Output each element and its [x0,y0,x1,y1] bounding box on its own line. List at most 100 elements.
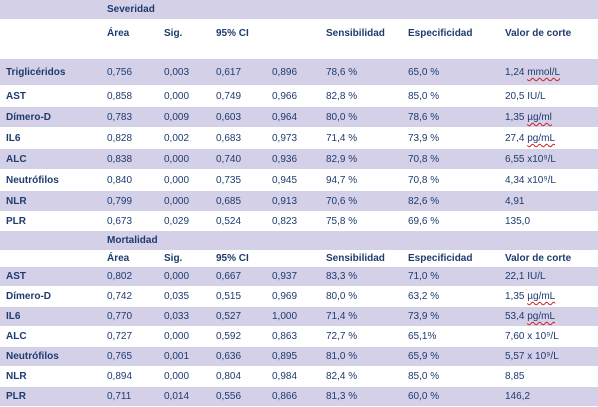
table-row: AST 0,858 0,000 0,749 0,966 82,8 % 85,0 % 20,5 … [0,86,598,107]
cell-spec: 85,0 % [408,91,440,102]
cell-cutoff: 4,91 [505,196,525,207]
row-label: IL6 [6,133,21,144]
row-label: IL6 [6,311,21,322]
column-header: Especificidad [408,28,473,39]
column-header-row: Área Sig. 95% CI Sensibilidad Especificidad V… [0,19,598,59]
cell-spec: 65,1% [408,331,437,342]
cell-ci-high: 0,964 [272,112,298,123]
cell-area: 0,858 [107,91,133,102]
cell-area: 0,802 [107,271,133,282]
row-label: Triglicéridos [6,67,66,78]
cell-sens: 94,7 % [326,175,358,186]
column-header: Sig. [164,253,183,264]
cell-area: 0,727 [107,331,133,342]
cell-ci-high: 0,913 [272,196,298,207]
cell-cutoff: 27,4 pg/mL [505,133,555,144]
cell-area: 0,828 [107,133,133,144]
cell-sig: 0,000 [164,196,190,207]
cell-sig: 0,000 [164,271,190,282]
row-label: AST [6,271,26,282]
column-header: Sensibilidad [326,28,385,39]
cell-sens: 82,4 % [326,371,358,382]
cell-sig: 0,029 [164,216,190,227]
cell-area: 0,742 [107,291,133,302]
column-header: Especificidad [408,253,473,264]
cell-ci-high: 1,000 [272,311,298,322]
cell-spec: 85,0 % [408,371,440,382]
cutoff-unit: mmol/L [527,67,561,78]
table-row: ALC 0,838 0,000 0,740 0,936 82,9 % 70,8 % 6,55 … [0,149,598,170]
table-row: IL6 0,828 0,002 0,683 0,973 71,4 % 73,9 % 27,4 … [0,128,598,149]
cell-ci-high: 0,984 [272,371,298,382]
cell-area: 0,711 [107,391,132,402]
cell-sig: 0,014 [164,391,190,402]
row-label: AST [6,91,26,102]
table-row: ALC 0,727 0,000 0,592 0,863 72,7 % 65,1% 7,60 x… [0,327,598,347]
cell-spec: 71,0 % [408,271,440,282]
cell-area: 0,799 [107,196,133,207]
cell-ci-low: 0,617 [216,67,242,78]
cell-ci-low: 0,636 [216,351,242,362]
cell-sens: 80,0 % [326,112,358,123]
cell-ci-low: 0,749 [216,91,242,102]
cell-sig: 0,000 [164,91,190,102]
section-title: Mortalidad [107,235,158,246]
cell-area: 0,770 [107,311,133,322]
table-row: AST 0,802 0,000 0,667 0,937 83,3 % 71,0 % 22,1 … [0,267,598,287]
cell-cutoff: 1,24 mmol/L [505,67,560,78]
cell-sens: 81,0 % [326,351,358,362]
cell-ci-high: 0,895 [272,351,298,362]
cutoff-number: 53,4 [505,311,528,322]
cutoff-unit: pg/mL [527,133,556,144]
cell-sens: 82,8 % [326,91,358,102]
cell-sig: 0,033 [164,311,190,322]
row-label: Dímero-D [6,112,52,123]
row-label: Neutrófilos [6,351,59,362]
cell-spec: 73,9 % [408,311,440,322]
cell-spec: 70,8 % [408,154,440,165]
column-header: 95% CI [216,28,249,39]
table-row: NLR 0,894 0,000 0,804 0,984 82,4 % 85,0 % 8,85 [0,367,598,387]
cell-sens: 82,9 % [326,154,358,165]
cell-cutoff: 146,2 [505,391,531,402]
section-title-band: Severidad [0,0,598,19]
cell-ci-high: 0,896 [272,67,298,78]
cell-cutoff: 53,4 pg/mL [505,311,555,322]
cell-spec: 63,2 % [408,291,440,302]
cell-sens: 83,3 % [326,271,358,282]
cutoff-unit: µg/ml [527,112,552,123]
cell-area: 0,783 [107,112,133,123]
cell-spec: 82,6 % [408,196,440,207]
cell-cutoff: 135,0 [505,216,531,227]
cell-sig: 0,009 [164,112,190,123]
table-row: NLR 0,799 0,000 0,685 0,913 70,6 % 82,6 % 4,91 [0,191,598,212]
column-header-row: Área Sig. 95% CI Sensibilidad Especificidad V… [0,250,598,267]
column-header: Área [107,28,130,39]
cell-ci-high: 0,969 [272,291,298,302]
cell-cutoff: 7,60 x 10⁹/L [505,331,559,342]
cell-area: 0,673 [107,216,133,227]
cell-sens: 80,0 % [326,291,358,302]
row-label: Neutrófilos [6,175,59,186]
cell-sig: 0,000 [164,371,190,382]
cell-spec: 60,0 % [408,391,440,402]
cell-sig: 0,001 [164,351,190,362]
row-label: ALC [6,331,27,342]
cell-cutoff: 6,55 x10⁹/L [505,154,556,165]
cell-sens: 75,8 % [326,216,358,227]
table-row: Dímero-D 0,742 0,035 0,515 0,969 80,0 % 63,2 %… [0,287,598,307]
cell-ci-low: 0,667 [216,271,242,282]
table-row: PLR 0,673 0,029 0,524 0,823 75,8 % 69,6 % 135,0 [0,212,598,231]
cell-sens: 81,3 % [326,391,358,402]
column-header: Área [107,253,130,264]
cell-sens: 70,6 % [326,196,358,207]
cell-ci-low: 0,592 [216,331,242,342]
section-title: Severidad [107,4,155,15]
cell-ci-high: 0,866 [272,391,298,402]
cell-ci-low: 0,515 [216,291,242,302]
cell-ci-low: 0,685 [216,196,242,207]
column-header: 95% CI [216,253,249,264]
cell-ci-high: 0,966 [272,91,298,102]
cell-cutoff: 20,5 IU/L [505,91,546,102]
cell-sens: 71,4 % [326,311,358,322]
